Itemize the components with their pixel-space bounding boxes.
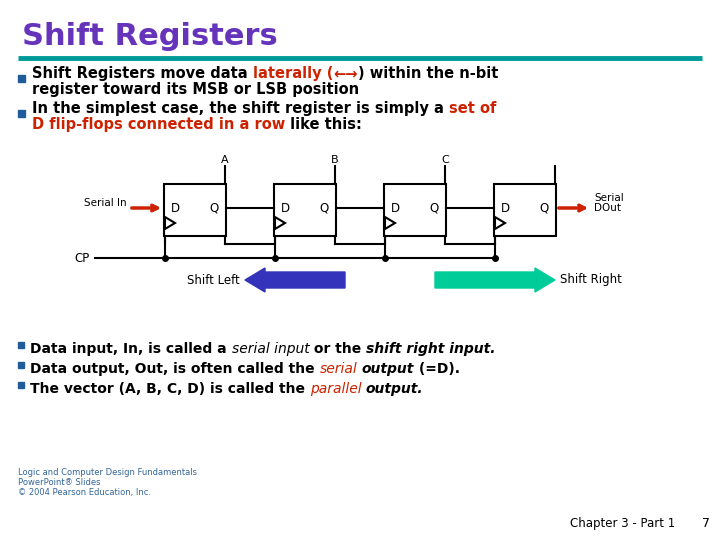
Bar (18, 362, 24, 368)
Bar (18, 342, 24, 348)
Bar (18, 110, 25, 117)
FancyArrow shape (435, 268, 555, 292)
Text: Shift Left: Shift Left (187, 273, 240, 287)
Text: shift right input.: shift right input. (366, 342, 496, 356)
Text: Chapter 3 - Part 1: Chapter 3 - Part 1 (570, 517, 675, 530)
Text: or the: or the (310, 342, 366, 356)
Text: CP: CP (75, 252, 90, 265)
Text: Serial: Serial (594, 193, 624, 203)
Text: D: D (391, 201, 400, 214)
Text: A: A (221, 155, 229, 165)
Text: Shift Registers move data: Shift Registers move data (32, 66, 253, 81)
Text: set of: set of (449, 101, 496, 116)
Text: register toward its MSB or LSB position: register toward its MSB or LSB position (32, 82, 359, 97)
Text: In the simplest case, the shift register is simply a: In the simplest case, the shift register… (32, 101, 449, 116)
Bar (18, 75, 25, 82)
Text: Serial In: Serial In (84, 198, 127, 208)
Text: C: C (441, 155, 449, 165)
Text: © 2004 Pearson Education, Inc.: © 2004 Pearson Education, Inc. (18, 488, 151, 497)
Bar (274, 184, 336, 236)
Text: Q: Q (320, 201, 329, 214)
Text: D: D (171, 201, 180, 214)
Text: Data output, Out, is often called the: Data output, Out, is often called the (30, 362, 320, 376)
Text: 7: 7 (702, 517, 710, 530)
Text: D: D (501, 201, 510, 214)
Text: (=D).: (=D). (414, 362, 460, 376)
Text: DOut: DOut (594, 203, 621, 213)
Text: The vector (A, B, C, D) is called the: The vector (A, B, C, D) is called the (30, 382, 310, 396)
Text: Q: Q (210, 201, 219, 214)
Text: Q: Q (430, 201, 439, 214)
Text: B: B (331, 155, 339, 165)
Text: Q: Q (540, 201, 549, 214)
Text: D flip-flops connected in a row: D flip-flops connected in a row (32, 117, 285, 132)
Bar (494, 184, 556, 236)
Text: output.: output. (366, 382, 423, 396)
Text: parallel: parallel (310, 382, 361, 396)
Text: D: D (281, 201, 290, 214)
Text: serial input: serial input (232, 342, 310, 356)
FancyArrow shape (245, 268, 345, 292)
Text: Logic and Computer Design Fundamentals: Logic and Computer Design Fundamentals (18, 468, 197, 477)
Text: serial: serial (320, 362, 357, 376)
Text: ←→: ←→ (333, 66, 358, 81)
Text: like this:: like this: (285, 117, 362, 132)
Text: output: output (361, 362, 414, 376)
Text: Data input, In, is called a: Data input, In, is called a (30, 342, 232, 356)
Text: Shift Registers: Shift Registers (22, 22, 278, 51)
Text: PowerPoint® Slides: PowerPoint® Slides (18, 478, 101, 487)
Bar (164, 184, 226, 236)
Text: laterally (: laterally ( (253, 66, 333, 81)
Bar (18, 382, 24, 388)
Bar (384, 184, 446, 236)
Text: ) within the n-bit: ) within the n-bit (358, 66, 498, 81)
Text: Shift Right: Shift Right (560, 273, 622, 287)
